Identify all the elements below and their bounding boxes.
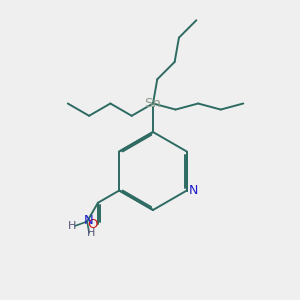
Text: H: H [86,228,95,238]
Text: O: O [87,218,98,231]
Text: Sn: Sn [145,97,161,110]
Text: N: N [84,214,94,227]
Text: H: H [68,221,76,231]
Text: N: N [189,184,198,197]
